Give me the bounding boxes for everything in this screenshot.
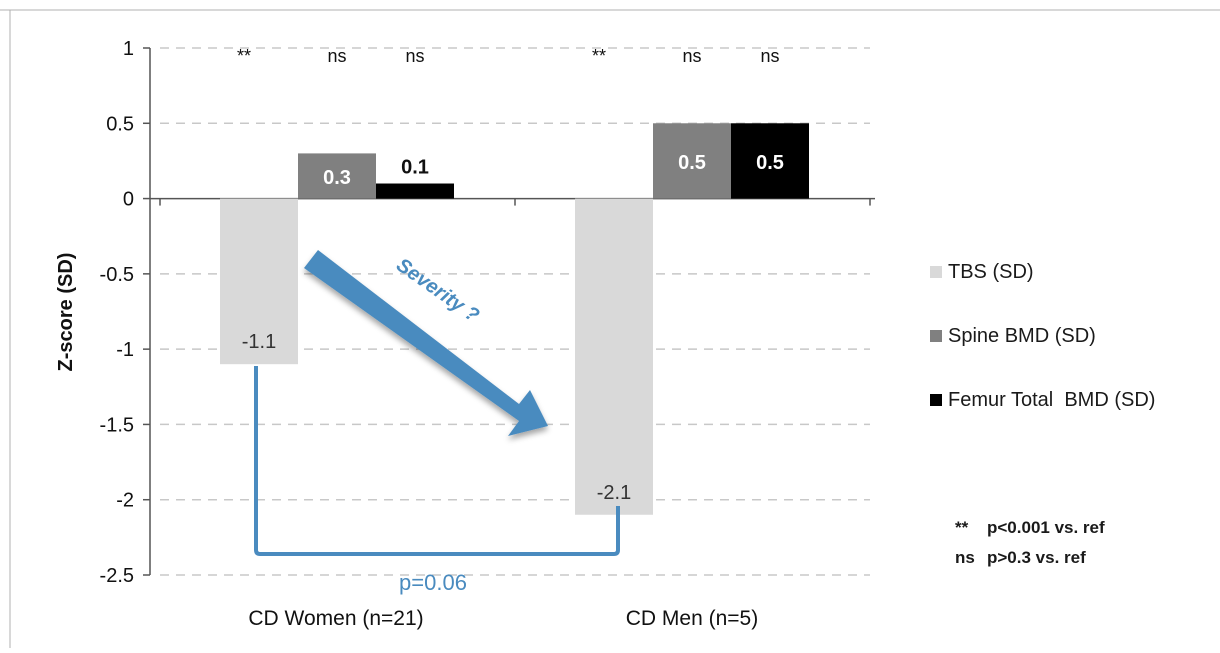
note-row: ** p<0.001 vs. ref [955, 513, 1105, 543]
y-tick-label: 0.5 [106, 113, 134, 135]
legend-swatch-spine-bmd [930, 330, 942, 342]
bar [731, 123, 809, 199]
note-text: p<0.001 vs. ref [987, 518, 1105, 537]
bar-value-label: 0.5 [678, 152, 706, 174]
y-tick-label: -1.5 [100, 414, 134, 436]
note-mark: ns [955, 548, 975, 567]
bar-value-label: 0.3 [323, 167, 351, 189]
significance-mark: ns [327, 46, 346, 66]
bar [220, 198, 298, 365]
legend-label-spine-bmd: Spine BMD (SD) [948, 324, 1096, 347]
significance-notes: ** p<0.001 vs. ref ns p>0.3 vs. ref [955, 513, 1105, 573]
significance-mark: ns [682, 46, 701, 66]
significance-mark: ** [237, 46, 251, 66]
note-text: p>0.3 vs. ref [987, 548, 1086, 567]
category-label: CD Men (n=5) [626, 607, 758, 630]
significance-mark: ns [760, 46, 779, 66]
legend-label-femur-bmd: Femur Total BMD (SD) [948, 388, 1156, 411]
significance-mark: ns [405, 46, 424, 66]
bar [376, 183, 454, 199]
y-axis-label: Z-score (SD) [55, 253, 77, 372]
legend-item-spine-bmd: Spine BMD (SD) [930, 324, 1215, 348]
legend-swatch-femur-bmd [930, 394, 942, 406]
bar-value-label: -2.1 [597, 482, 631, 504]
y-tick-label: 1 [123, 38, 134, 60]
legend-item-tbs: TBS (SD) [930, 260, 1215, 284]
severity-arrow [304, 250, 548, 436]
bar-value-label: 0.1 [401, 157, 429, 179]
y-tick-label: 0 [123, 189, 134, 211]
category-label: CD Women (n=21) [248, 607, 423, 630]
severity-label: Severity ? [392, 254, 483, 327]
y-tick-label: -0.5 [100, 264, 134, 286]
note-mark: ** [955, 518, 969, 537]
significance-mark: ** [592, 46, 606, 66]
legend-swatch-tbs [930, 266, 942, 278]
legend-label-tbs: TBS (SD) [948, 260, 1034, 283]
bar [653, 123, 731, 199]
bar-value-label: 0.5 [756, 152, 784, 174]
note-row: ns p>0.3 vs. ref [955, 543, 1105, 573]
bar [575, 198, 653, 515]
y-tick-label: -2.5 [100, 565, 134, 587]
legend-item-femur-bmd: Femur Total BMD (SD) [930, 388, 1215, 412]
bar-value-label: -1.1 [242, 331, 276, 353]
y-tick-label: -2 [116, 490, 134, 512]
pvalue-label: p=0.06 [399, 570, 467, 595]
legend: TBS (SD) Spine BMD (SD) Femur Total BMD … [930, 260, 1215, 452]
pvalue-bracket [254, 366, 620, 556]
y-tick-label: -1 [116, 339, 134, 361]
bar [298, 153, 376, 199]
